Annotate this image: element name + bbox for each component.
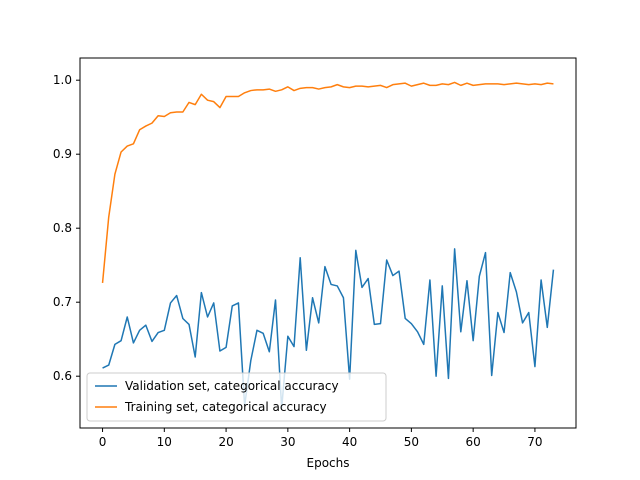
- series-layer: [101, 81, 555, 409]
- y-tick-label-4: 1.0: [53, 73, 72, 87]
- legend-label-1: Training set, categorical accuracy: [124, 400, 327, 414]
- x-tick-label-7: 70: [527, 435, 542, 449]
- x-tick-label-0: 0: [99, 435, 107, 449]
- legend-box: [86, 372, 387, 422]
- legend-label-0: Validation set, categorical accuracy: [125, 379, 339, 393]
- x-tick-label-5: 50: [404, 435, 419, 449]
- y-tick-label-3: 0.9: [53, 147, 72, 161]
- y-tick-label-2: 0.8: [53, 221, 72, 235]
- x-axis-label: Epochs: [307, 456, 350, 470]
- x-tick-label-1: 10: [157, 435, 172, 449]
- y-tick-label-0: 0.6: [53, 369, 72, 383]
- x-axis: 0 10 20 30 40 50 60 70: [99, 428, 543, 449]
- plot-frame: [79, 57, 577, 429]
- x-tick-label-4: 40: [342, 435, 357, 449]
- y-axis: 0.6 0.7 0.8 0.9 1.0: [53, 73, 80, 383]
- x-tick-label-2: 20: [218, 435, 233, 449]
- series-line-1: [101, 81, 554, 284]
- x-tick-label-3: 30: [280, 435, 295, 449]
- legend: Validation set, categorical accuracy Trai…: [86, 372, 387, 422]
- y-tick-label-1: 0.7: [53, 295, 72, 309]
- series-line-0: [102, 248, 555, 409]
- x-tick-label-6: 60: [466, 435, 481, 449]
